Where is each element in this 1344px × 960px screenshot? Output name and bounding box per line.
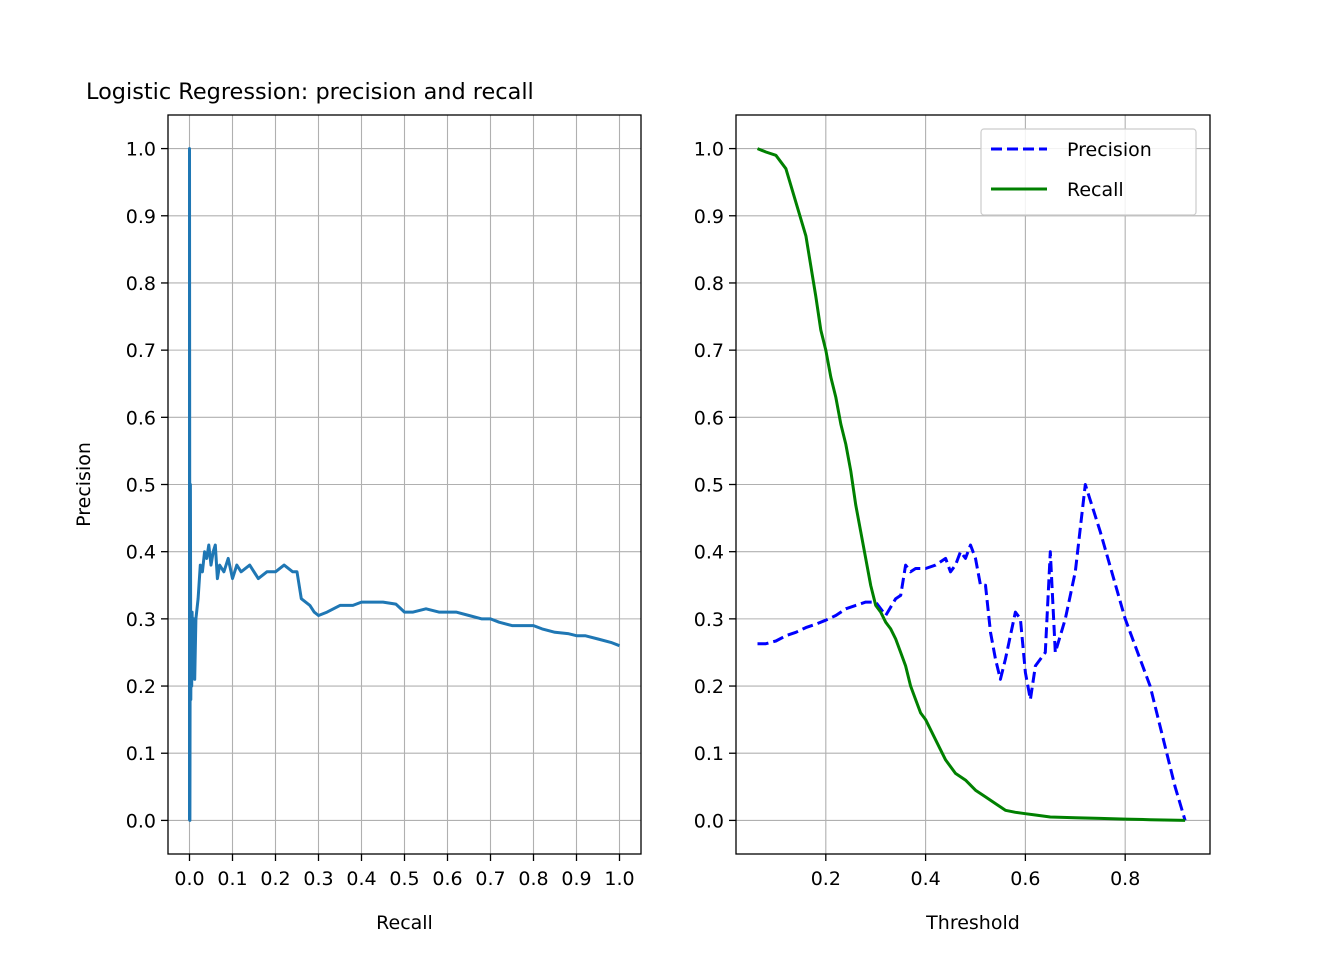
chart-0-y-tick-label: 0.6: [126, 407, 156, 429]
chart-1-y-tick-label: 0.4: [694, 542, 724, 564]
chart-0-series-0-line: [188, 147, 621, 822]
chart-1-y-tick-label: 0.3: [694, 609, 724, 631]
chart-0-x-axis-label: Recall: [376, 912, 433, 934]
chart-0-x-tick-label: 0.2: [260, 868, 290, 890]
chart-1-legend-label-recall: Recall: [1067, 179, 1124, 201]
chart-0-x-tick-label: 0.6: [432, 868, 462, 890]
chart-0-x-tick-label: 0.8: [518, 868, 548, 890]
chart-1-y-tick-label: 0.0: [694, 810, 724, 832]
chart-1-x-axis-label: Threshold: [925, 912, 1020, 934]
chart-0-y-tick-label: 0.7: [126, 340, 156, 362]
chart-0-x-tick-label: 0.0: [174, 868, 204, 890]
chart-1-y-tick-label: 0.5: [694, 475, 724, 497]
chart-1-legend-label-precision: Precision: [1067, 139, 1152, 161]
chart-0-y-tick-label: 0.8: [126, 273, 156, 295]
chart-1-y-tick-label: 0.7: [694, 340, 724, 362]
chart-0-y-tick-label: 0.9: [126, 206, 156, 228]
chart-0-x-tick-label: 0.9: [561, 868, 591, 890]
chart-1-legend: Precision Recall: [980, 128, 1197, 216]
chart-1-x-tick-label: 0.6: [1010, 868, 1040, 890]
precision-recall-vs-threshold-panel: 0.2 0.4 0.6 0.8 0.0 0.1 0.2 0.3 0.4 0.5 0.6 0.7 0.8 0…: [694, 114, 1211, 934]
chart-1-series-recall-line: [756, 147, 1186, 822]
chart-1-series-precision-line: [757, 483, 1187, 821]
chart-0-y-tick-label: 0.3: [126, 609, 156, 631]
chart-1-x-tick-label: 0.8: [1110, 868, 1140, 890]
chart-0-x-tick-label: 1.0: [604, 868, 634, 890]
chart-0-y-axis-label: Precision: [73, 442, 95, 527]
precision-vs-recall-panel: 0.0 0.1 0.2 0.3 0.4 0.5 0.6 0.7 0.8 0.9 1.0 0.0 0.1 0…: [73, 114, 642, 934]
chart-0-x-tick-label: 0.4: [346, 868, 376, 890]
chart-1-y-tick-label: 1.0: [694, 139, 724, 161]
chart-0-x-tick-label: 0.5: [389, 868, 419, 890]
chart-0-y-tick-label: 1.0: [126, 139, 156, 161]
chart-1-legend-box: [980, 128, 1197, 216]
chart-1-y-tick-label: 0.8: [694, 273, 724, 295]
chart-0-x-tick-label: 0.1: [217, 868, 247, 890]
chart-0-x-tick-label: 0.7: [475, 868, 505, 890]
chart-title: Logistic Regression: precision and recal…: [86, 79, 534, 105]
chart-0-x-tick-label: 0.3: [303, 868, 333, 890]
chart-1-y-tick-label: 0.9: [694, 206, 724, 228]
chart-1-y-tick-label: 0.6: [694, 407, 724, 429]
chart-1-x-tick-label: 0.4: [910, 868, 940, 890]
chart-0-y-tick-label: 0.0: [126, 810, 156, 832]
chart-0-y-tick-label: 0.2: [126, 676, 156, 698]
chart-0-y-tick-label: 0.1: [126, 743, 156, 765]
chart-0-y-tick-label: 0.4: [126, 542, 156, 564]
chart-0-y-tick-label: 0.5: [126, 475, 156, 497]
chart-1-x-tick-label: 0.2: [811, 868, 841, 890]
chart-1-y-tick-label: 0.1: [694, 743, 724, 765]
chart-1-y-tick-label: 0.2: [694, 676, 724, 698]
